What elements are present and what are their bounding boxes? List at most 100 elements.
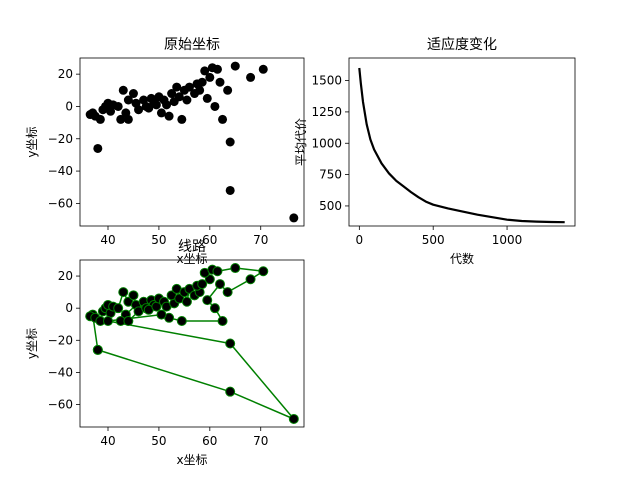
data-point — [113, 101, 123, 111]
y-tick-label: 750 — [319, 168, 342, 182]
y-tick-label: −40 — [48, 365, 73, 379]
x-axis-label: x坐标 — [176, 453, 207, 467]
x-tick-label: 500 — [422, 233, 445, 247]
x-tick-label: 40 — [100, 434, 115, 448]
data-point — [205, 72, 215, 82]
y-tick-label: 20 — [58, 269, 73, 283]
data-point — [288, 413, 299, 424]
data-point — [200, 66, 210, 76]
data-point — [202, 93, 212, 103]
data-point — [156, 108, 166, 118]
data-point — [202, 295, 213, 306]
data-point — [123, 114, 133, 124]
y-tick-label: −40 — [48, 164, 73, 178]
data-point — [204, 274, 215, 285]
y-axis-label: y坐标 — [25, 328, 39, 359]
axes-frame — [348, 57, 576, 227]
subplot-1: 原始坐标 x坐标 y坐标 40 50 60 70 20 0 −20 −40 −60 — [25, 37, 305, 266]
data-point — [195, 85, 205, 95]
data-point — [215, 77, 225, 87]
y-tick-label: 1000 — [311, 136, 342, 150]
x-tick-label: 50 — [151, 434, 166, 448]
y-axis-label: 平均代价 — [294, 118, 308, 166]
data-point — [103, 316, 113, 327]
data-point — [197, 77, 207, 87]
y-axis-label: y坐标 — [25, 126, 39, 157]
data-point — [209, 303, 220, 314]
chart-title: 原始坐标 — [164, 37, 220, 53]
x-tick-label: 40 — [100, 233, 115, 247]
data-point — [246, 72, 256, 82]
data-point — [258, 266, 269, 277]
data-point — [225, 137, 235, 147]
data-point — [151, 100, 161, 110]
x-axis-label: x坐标 — [176, 252, 207, 266]
data-point — [184, 82, 194, 92]
y-tick-label: 0 — [65, 301, 73, 315]
y-tick-label: 1500 — [311, 74, 342, 88]
x-tick-label: 60 — [202, 434, 217, 448]
y-tick-label: 1250 — [311, 105, 342, 119]
data-point — [197, 279, 208, 290]
data-point — [95, 114, 105, 124]
x-tick-label: 60 — [202, 233, 217, 247]
data-point — [177, 114, 187, 124]
data-point — [167, 89, 177, 99]
data-point — [215, 279, 225, 290]
data-point — [181, 296, 192, 307]
data-point — [116, 114, 126, 124]
data-point — [123, 316, 134, 327]
axes-frame — [79, 57, 305, 227]
x-axis-label: 代数 — [450, 251, 474, 266]
x-tick-label: 50 — [151, 233, 166, 247]
y-tick-label: 500 — [319, 199, 342, 213]
data-point — [222, 287, 233, 298]
data-point — [223, 85, 233, 95]
data-point — [128, 290, 139, 301]
data-point — [217, 316, 228, 327]
data-point — [225, 386, 236, 397]
data-point — [258, 64, 268, 74]
x-tick-label: 1000 — [492, 233, 523, 247]
data-point — [123, 95, 133, 105]
data-point — [128, 89, 138, 99]
data-point — [118, 287, 129, 298]
data-point — [212, 266, 223, 277]
data-point — [118, 85, 128, 95]
data-point — [164, 111, 174, 121]
data-point — [245, 274, 256, 285]
data-point — [174, 92, 184, 102]
y-tick-label: −60 — [48, 196, 73, 210]
data-point — [92, 344, 103, 355]
data-point — [225, 185, 235, 195]
data-point — [176, 316, 187, 327]
data-point — [113, 303, 124, 314]
y-tick-label: 20 — [58, 67, 73, 81]
data-point — [210, 101, 220, 111]
x-tick-label: 70 — [253, 233, 268, 247]
data-point — [172, 82, 182, 92]
data-point — [156, 309, 167, 320]
data-point — [93, 143, 103, 153]
axes-frame — [79, 259, 305, 428]
chart-title: 适应度变化 — [427, 36, 497, 53]
data-point — [225, 338, 236, 349]
data-point — [162, 100, 172, 110]
x-tick-label: 0 — [356, 233, 364, 247]
data-point — [230, 61, 240, 71]
y-tick-label: −20 — [48, 132, 73, 146]
data-point — [289, 213, 299, 223]
y-tick-label: −20 — [48, 333, 73, 347]
series-line — [358, 67, 565, 224]
data-point — [212, 64, 222, 74]
chart-title: 线路 — [178, 239, 206, 255]
data-point — [134, 105, 144, 115]
y-tick-label: −60 — [48, 398, 73, 412]
data-point — [218, 114, 228, 124]
data-point — [182, 95, 192, 105]
y-tick-label: 0 — [65, 99, 73, 113]
